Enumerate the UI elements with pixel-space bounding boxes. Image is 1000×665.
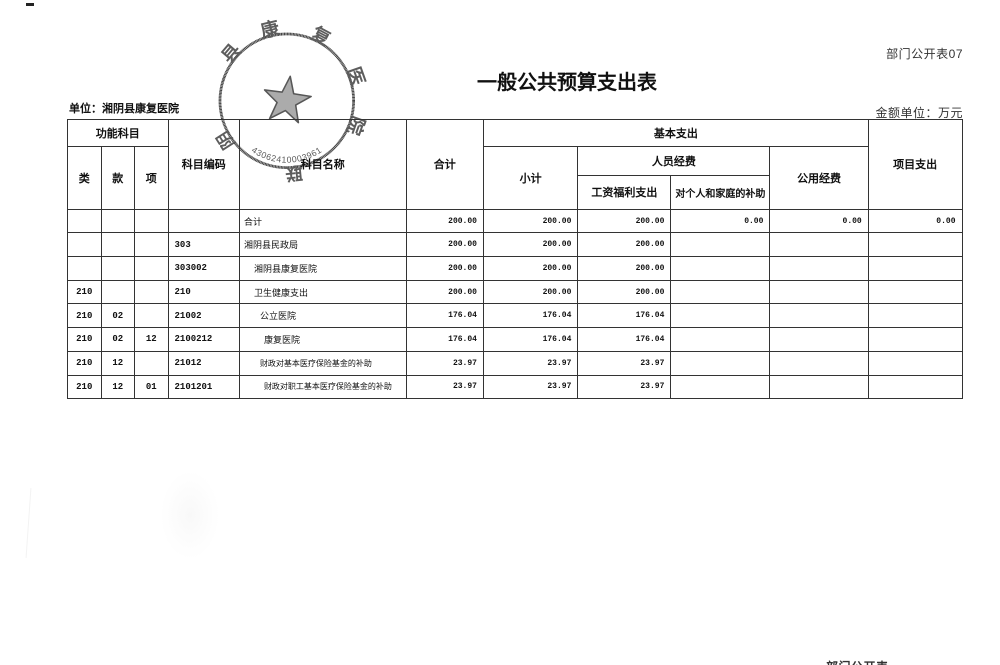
svg-text:康: 康 [258, 17, 281, 42]
svg-text:县: 县 [217, 40, 245, 68]
svg-text:医: 医 [343, 64, 369, 89]
svg-text:复: 复 [307, 22, 335, 50]
